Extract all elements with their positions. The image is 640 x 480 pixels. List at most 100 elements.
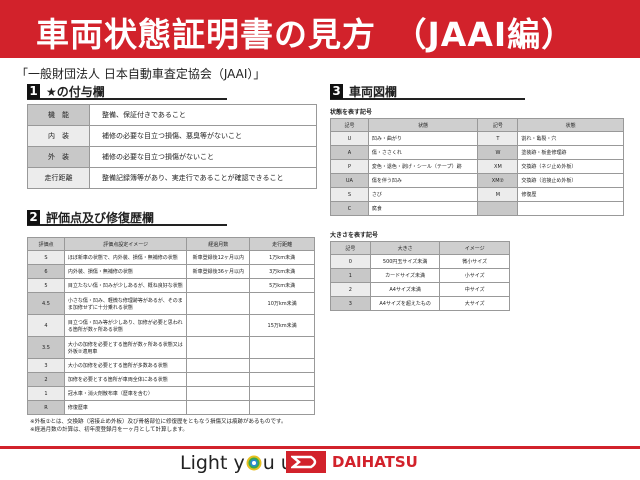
row-value: 整備記録簿等があり、実走行であることが確認できること (89, 167, 317, 189)
table-cell: さび (367, 187, 479, 202)
column-header: 記号 (330, 118, 369, 132)
row-value: 整備、保証付きであること (89, 104, 317, 126)
table-cell: 3.5 (27, 336, 65, 359)
table-cell: 変色・退色・剥げ・シール（テープ）跡 (367, 159, 479, 174)
column-header: 状態 (517, 118, 624, 132)
section-3-heading: 3 車両図欄 (330, 83, 525, 100)
table-cell (186, 358, 251, 373)
column-header: イメージ (439, 241, 510, 255)
row-key: 走行距離 (27, 167, 90, 189)
condition-table: 記号 状態 記号 状態 U 凹み・曲がり T 割れ・亀裂・穴 A 傷・ささくれ W 塗装跡・板金修理跡… (330, 118, 624, 216)
table-row: UA 傷を伴う凹み XM② 交換跡（溶接止め外板） (330, 173, 624, 188)
section-label: 車両図欄 (349, 84, 398, 99)
table-row: 6 内外装、損傷・無補修の状態 新車登録後36ヶ月以内 3万km未満 (27, 264, 315, 279)
table-cell: 5万km未満 (249, 278, 315, 293)
section-label: 評価点及び修復歴欄 (46, 210, 155, 225)
column-header: 状態 (367, 118, 479, 132)
table-cell (186, 278, 251, 293)
table-cell: S (27, 250, 65, 265)
table-cell: 1 (27, 386, 65, 401)
table-row: 走行距離 整備記録簿等があり、実走行であることが確認できること (27, 167, 317, 189)
table-cell: 冠水車・消火剤散布車（歴車を含む） (63, 386, 188, 401)
section-number: 2 (27, 209, 40, 225)
table-cell: S (330, 187, 369, 202)
table-row: R 修復歴車 (27, 400, 315, 415)
table-cell: 1 (330, 268, 371, 283)
table-row: 内 装補修の必要な目立つ損傷、悪臭等がないこと (27, 125, 317, 147)
table-row: 2 加修を必要とする箇所が車両全体にある状態 (27, 372, 315, 387)
table-cell: カードサイズ未満 (369, 268, 441, 283)
table-cell: 新車登録後12ヶ月以内 (186, 250, 251, 265)
column-header: 経過月数 (186, 237, 251, 251)
table-cell: XM (477, 159, 519, 174)
table-row: 0 500円玉サイズ未満 微小サイズ (330, 254, 510, 269)
table-cell: 微小サイズ (439, 254, 510, 269)
table-cell (249, 336, 315, 359)
table-row: 3.5 大小の加修を必要とする箇所が数ヶ所ある状態又は外板②適用車 (27, 336, 315, 359)
size-table: 記号 大きさ イメージ 0 500円玉サイズ未満 微小サイズ 1 カードサイズ未満 小サイズ 2 A… (330, 241, 510, 311)
table-row: S ほぼ新車の状態で、内外装、損傷・無補修の状態 新車登録後12ヶ月以内 1万km未満 (27, 250, 315, 265)
table-row: U 凹み・曲がり T 割れ・亀裂・穴 (330, 131, 624, 146)
page-title: 車両状態証明書の見方 （JAAI編） (36, 15, 576, 54)
section-2-heading: 2 評価点及び修復歴欄 (27, 209, 227, 226)
table-cell (186, 336, 251, 359)
table-cell: 2 (330, 282, 371, 297)
column-header: 大きさ (369, 241, 441, 255)
row-value: 補修の必要な目立つ損傷、悪臭等がないこと (89, 125, 317, 147)
table-cell: 交換跡（溶接止め外板） (517, 173, 624, 188)
row-key: 機 能 (27, 104, 90, 126)
table-cell (186, 400, 251, 415)
table-cell: 500円玉サイズ未満 (369, 254, 441, 269)
table-cell: 目立つ傷・凹み等が少しあり、加修が必要と思われる箇所が数ヶ所ある状態 (63, 314, 188, 337)
table-row: 1 冠水車・消火剤散布車（歴車を含む） (27, 386, 315, 401)
section-number: 1 (27, 83, 40, 99)
table-cell: 修復歴車 (63, 400, 188, 415)
table-row: 1 カードサイズ未満 小サイズ (330, 268, 510, 283)
table-cell: 3万km未満 (249, 264, 315, 279)
table-cell: 4 (27, 314, 65, 337)
table-cell (249, 400, 315, 415)
table-cell: R (27, 400, 65, 415)
table-cell: 傷・ささくれ (367, 145, 479, 160)
table-cell: 0 (330, 254, 371, 269)
table-row: 5 目立たない傷・凹みが少しあるが、概ね良好な状態 5万km未満 (27, 278, 315, 293)
table-cell: 小さな傷・凹み、軽微な修理跡等があるが、そのまま加修せずに十分乗れる状態 (63, 292, 188, 315)
table-cell: 交換跡（ネジ止め外板） (517, 159, 624, 174)
column-header: 記号 (330, 241, 371, 255)
table-cell: 3 (330, 296, 371, 311)
column-header: 評価点 (27, 237, 65, 251)
table-cell: C (330, 201, 369, 216)
rainbow-o-icon (246, 455, 262, 471)
table-cell: 大小の加修を必要とする箇所が数ヶ所ある状態又は外板②適用車 (63, 336, 188, 359)
table-cell (186, 372, 251, 387)
daihatsu-mark-icon (286, 451, 326, 473)
table-row: 4.5 小さな傷・凹み、軽微な修理跡等があるが、そのまま加修せずに十分乗れる状態 1… (27, 292, 315, 315)
table-cell: 4.5 (27, 292, 65, 315)
notes: ※外板②とは、交換跡（溶接止め外板）及び骨格部位に修復歴をともなう損傷又は痕跡が… (30, 418, 287, 434)
table-cell (186, 386, 251, 401)
header-banner (0, 0, 640, 58)
table-cell: 新車登録後36ヶ月以内 (186, 264, 251, 279)
slogan-text: Light y (180, 452, 245, 474)
section-1-heading: 1 ★の付与欄 (27, 83, 227, 100)
table-cell: 修復歴 (517, 187, 624, 202)
table-cell: 大小の加修を必要とする箇所が多数ある状態 (63, 358, 188, 373)
table-cell: 中サイズ (439, 282, 510, 297)
table-cell (186, 292, 251, 315)
table-cell: A4サイズを超えたもの (369, 296, 441, 311)
table-cell: 目立たない傷・凹みが少しあるが、概ね良好な状態 (63, 278, 188, 293)
column-header: 走行距離 (249, 237, 315, 251)
row-key: 外 装 (27, 146, 90, 168)
table-cell (186, 314, 251, 337)
row-key: 内 装 (27, 125, 90, 147)
row-value: 補修の必要な目立つ損傷がないこと (89, 146, 317, 168)
table-row: 3 大小の加修を必要とする箇所が多数ある状態 (27, 358, 315, 373)
table-cell: 15万km未満 (249, 314, 315, 337)
table-cell: 3 (27, 358, 65, 373)
grade-table: 評価点 評価点設定イメージ 経過月数 走行距離 S ほぼ新車の状態で、内外装、損傷・無補修… (27, 237, 315, 415)
table-cell: P (330, 159, 369, 174)
section-number: 3 (330, 83, 343, 99)
table-cell: 腐食 (367, 201, 479, 216)
table-cell: 内外装、損傷・無補修の状態 (63, 264, 188, 279)
table-cell: 傷を伴う凹み (367, 173, 479, 188)
